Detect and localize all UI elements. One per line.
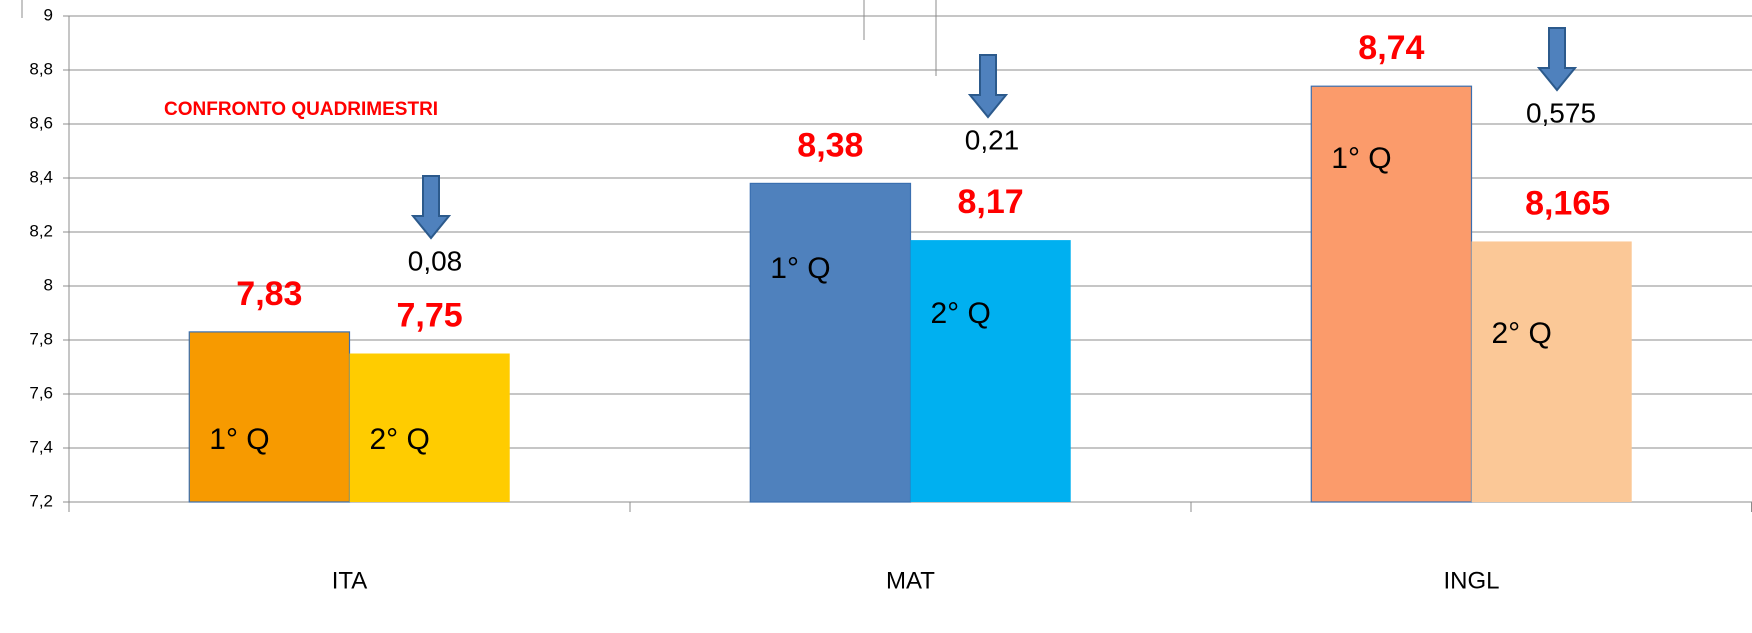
x-tick-label: INGL: [1443, 567, 1499, 594]
arrow: [1536, 27, 1578, 92]
value-label: 7,83: [236, 275, 302, 313]
bar: [910, 240, 1071, 502]
difference-label: 0,08: [408, 245, 463, 276]
y-tick-label: 7,6: [29, 383, 53, 402]
difference-label: 0,575: [1526, 97, 1596, 128]
series-label: 1° Q: [770, 252, 830, 285]
bar: [1310, 85, 1473, 503]
y-tick-label: 8: [44, 275, 53, 294]
value-label: 8,38: [797, 126, 863, 164]
x-tick-label: ITA: [332, 567, 368, 594]
bar: [349, 353, 510, 502]
y-tick-label: 8,4: [29, 167, 53, 186]
y-tick-label: 7,4: [29, 437, 53, 456]
bar: [749, 182, 912, 503]
series-label: 1° Q: [209, 423, 269, 456]
y-tick-label: 7,2: [29, 491, 53, 510]
x-tick-label: MAT: [886, 567, 935, 594]
value-label: 8,17: [958, 183, 1024, 221]
value-label: 8,165: [1525, 184, 1610, 222]
y-tick-label: 9: [44, 5, 53, 24]
bar: [188, 331, 351, 503]
y-tick-label: 8,6: [29, 113, 53, 132]
y-tick-label: 8,2: [29, 221, 53, 240]
difference-label: 0,21: [965, 124, 1020, 155]
series-label: 1° Q: [1331, 142, 1391, 175]
y-tick-label: 7,8: [29, 329, 53, 348]
bar: [1471, 241, 1632, 502]
value-label: 8,74: [1358, 29, 1424, 67]
arrow: [410, 175, 452, 240]
y-tick-label: 8,8: [29, 59, 53, 78]
chart-title: CONFRONTO QUADRIMESTRI: [164, 99, 438, 120]
series-label: 2° Q: [370, 423, 430, 456]
arrow: [967, 54, 1009, 119]
series-label: 2° Q: [1492, 317, 1552, 350]
series-label: 2° Q: [931, 297, 991, 330]
value-label: 7,75: [397, 296, 463, 334]
